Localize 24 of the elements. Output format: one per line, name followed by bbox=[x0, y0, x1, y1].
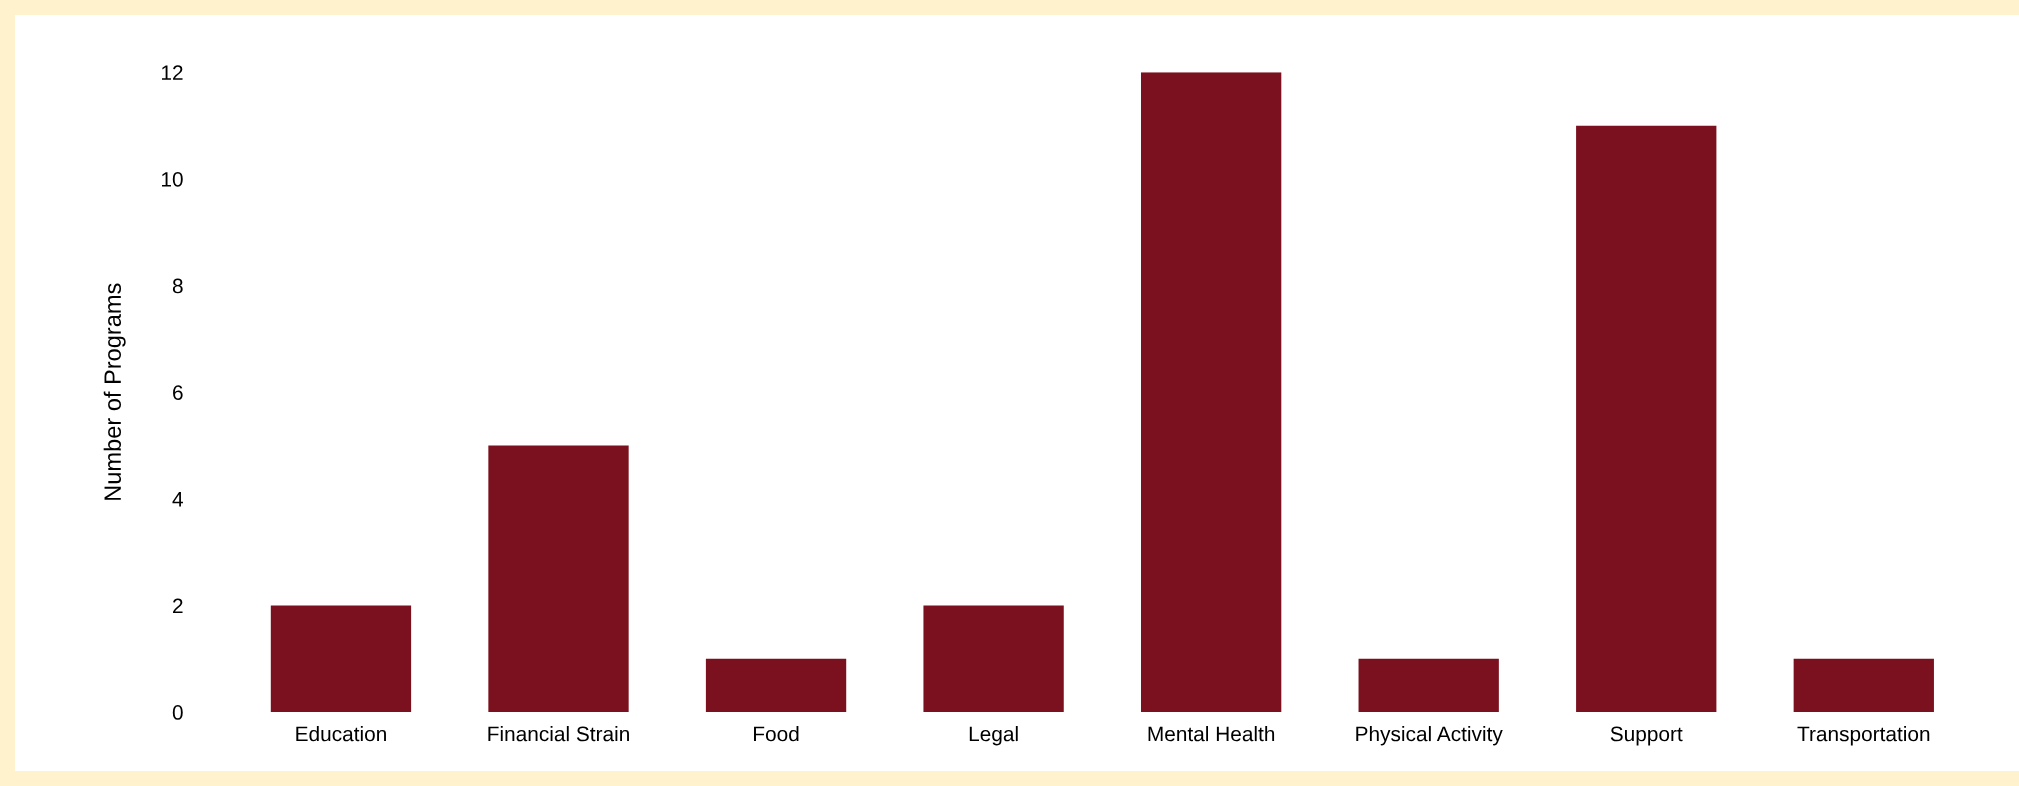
x-tick-label: Transportation bbox=[1797, 726, 1930, 746]
y-tick-label: 12 bbox=[161, 65, 183, 80]
y-tick-label: 10 bbox=[161, 171, 183, 187]
y-tick-label: 4 bbox=[172, 492, 183, 507]
x-tick-label: Education bbox=[296, 726, 386, 742]
y-axis-title: Number of Programs bbox=[103, 283, 126, 500]
y-tick-label: 0 bbox=[172, 705, 183, 720]
bar bbox=[923, 605, 1064, 713]
bar bbox=[1140, 72, 1282, 713]
bar bbox=[1793, 658, 1934, 713]
bar bbox=[488, 445, 629, 713]
bar bbox=[705, 658, 847, 713]
x-tick-label: Physical Activity bbox=[1356, 726, 1503, 746]
x-tick-label: Mental Health bbox=[1148, 726, 1275, 742]
bar bbox=[1576, 125, 1717, 713]
y-tick-label: 8 bbox=[172, 278, 183, 294]
y-tick-label: 2 bbox=[173, 598, 183, 614]
bar bbox=[1358, 658, 1499, 713]
x-tick-label: Food bbox=[754, 726, 799, 742]
y-tick-label: 6 bbox=[173, 385, 183, 400]
x-tick-label: Legal bbox=[969, 726, 1018, 746]
x-tick-label: Financial Strain bbox=[488, 726, 629, 742]
x-tick-label: Support bbox=[1610, 726, 1683, 746]
bar bbox=[270, 605, 412, 713]
